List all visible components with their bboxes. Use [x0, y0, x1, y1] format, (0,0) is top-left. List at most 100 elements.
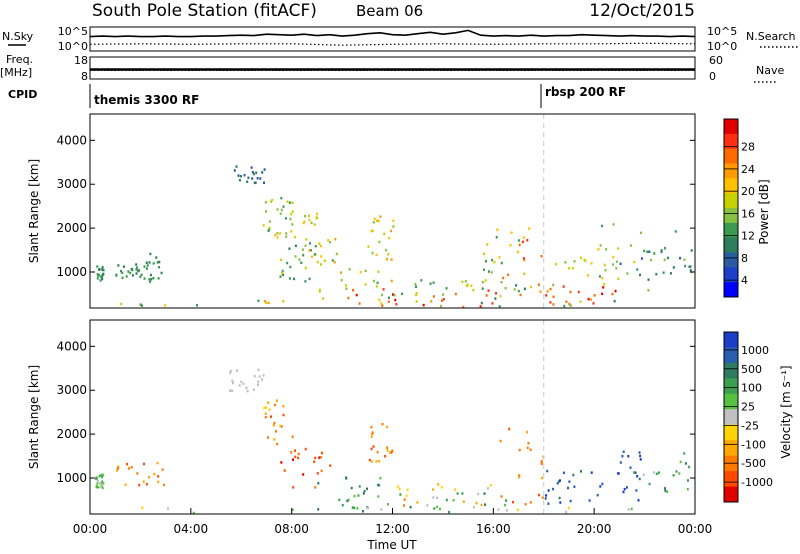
range-gate-cell — [664, 489, 667, 492]
range-gate-cell — [599, 485, 602, 488]
range-gate-cell — [280, 196, 283, 200]
range-gate-cell — [294, 255, 297, 258]
range-gate-cell — [454, 488, 457, 491]
range-gate-cell — [386, 257, 388, 261]
range-gate-cell — [98, 474, 101, 478]
range-gate-cell — [318, 288, 321, 292]
range-gate-cell — [267, 301, 270, 305]
range-gate-cell — [115, 273, 118, 277]
range-gate-cell — [238, 384, 241, 387]
range-gate-cell — [229, 369, 232, 373]
range-gate-cell — [432, 488, 435, 491]
range-gate-cell — [273, 403, 276, 407]
range-gate-cell — [598, 275, 601, 278]
colorbar-swatch — [724, 378, 738, 395]
range-gate-cell — [158, 266, 161, 269]
range-gate-cell — [331, 259, 334, 262]
range-gate-cell — [300, 261, 303, 264]
range-gate-cell — [231, 379, 234, 383]
range-gate-cell — [486, 243, 489, 246]
range-gate-cell — [684, 264, 687, 268]
range-gate-cell — [358, 485, 361, 488]
range-gate-cell — [263, 168, 266, 171]
range-gate-cell — [505, 499, 508, 502]
range-gate-cell — [527, 442, 530, 445]
range-gate-cell — [399, 493, 402, 496]
range-gate-cell — [329, 464, 332, 467]
range-gate-cell — [516, 250, 519, 254]
range-gate-cell — [308, 218, 311, 222]
range-gate-cell — [270, 200, 273, 203]
range-gate-cell — [100, 473, 103, 477]
range-gate-cell — [362, 492, 365, 495]
range-gate-cell — [294, 244, 297, 248]
range-gate-cell — [436, 505, 439, 509]
range-gate-cell — [302, 473, 305, 476]
range-gate-cell — [319, 244, 322, 248]
range-gate-cell — [279, 424, 282, 428]
range-gate-cell — [264, 416, 267, 419]
range-gate-cell — [138, 269, 141, 272]
range-gate-cell — [626, 272, 629, 275]
range-gate-cell — [637, 499, 640, 502]
range-gate-cell — [258, 375, 261, 378]
range-gate-cell — [390, 279, 393, 283]
range-gate-cell — [480, 301, 483, 305]
range-gate-cell — [509, 244, 512, 247]
range-gate-cell — [653, 252, 656, 255]
range-gate-cell — [498, 305, 501, 308]
range-gate-cell — [386, 449, 389, 452]
range-gate-cell — [386, 446, 389, 449]
range-gate-cell — [308, 249, 311, 252]
frequency-label: Freq. — [6, 53, 33, 66]
beam-label: Beam 06 — [356, 2, 423, 20]
range-gate-cell — [663, 258, 666, 262]
range-gate-cell — [345, 287, 348, 290]
range-gate-cell — [160, 271, 163, 275]
range-gate-cell — [482, 268, 485, 271]
range-gate-cell — [486, 487, 489, 490]
range-gate-cell — [568, 267, 571, 270]
cpid-segment-2: rbsp 200 RF — [545, 85, 626, 99]
range-gate-cell — [573, 260, 576, 263]
range-gate-cell — [167, 507, 169, 510]
range-gate-cell — [491, 258, 494, 262]
range-gate-cell — [371, 432, 374, 435]
range-gate-cell — [96, 482, 99, 485]
range-gate-cell — [293, 235, 296, 239]
range-gate-cell — [341, 503, 344, 507]
range-gate-cell — [291, 435, 294, 438]
range-gate-cell — [672, 474, 675, 477]
range-gate-cell — [612, 255, 615, 259]
power-colorbar: 28 24 20 16 12 8 4 — [723, 118, 755, 298]
range-gate-cell — [127, 467, 130, 470]
range-gate-cell — [472, 288, 475, 292]
range-gate-cell — [490, 271, 493, 274]
range-gate-cell — [304, 447, 307, 451]
range-gate-cell — [678, 472, 681, 475]
range-gate-cell — [99, 481, 102, 485]
range-gate-cell — [276, 442, 279, 446]
range-gate-cell — [562, 471, 565, 475]
range-gate-cell — [689, 265, 692, 268]
range-gate-cell — [375, 460, 378, 463]
range-gate-cell — [290, 230, 293, 233]
range-gate-cell — [380, 302, 383, 305]
range-gate-cell — [545, 494, 548, 497]
range-gate-cell — [552, 487, 555, 491]
range-gate-cell — [552, 283, 555, 287]
range-gate-cell — [372, 221, 375, 224]
range-gate-cell — [489, 484, 492, 487]
range-gate-cell — [590, 262, 593, 265]
range-gate-cell — [420, 279, 423, 282]
power-panel: 1000 2000 3000 4000 Slant Range [km] 28 24 20… — [27, 113, 771, 309]
range-gate-cell — [282, 205, 285, 208]
range-gate-cell — [392, 293, 394, 296]
range-gate-cell — [502, 276, 505, 280]
range-gate-cell — [237, 174, 240, 177]
range-gate-cell — [262, 374, 265, 377]
range-gate-cell — [359, 271, 362, 274]
range-gate-cell — [364, 283, 367, 286]
range-gate-cell — [619, 461, 622, 464]
range-gate-cell — [642, 473, 645, 476]
